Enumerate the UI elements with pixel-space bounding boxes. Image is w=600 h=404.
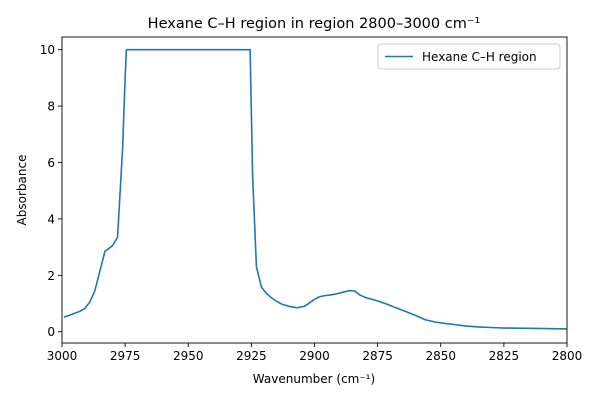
y-tick-label: 4	[47, 212, 55, 226]
chart-title: Hexane C–H region in region 2800–3000 cm…	[148, 16, 481, 32]
y-tick-label: 0	[47, 325, 55, 339]
y-axis-label: Absorbance	[15, 155, 29, 226]
x-tick-label: 2850	[425, 349, 456, 363]
y-tick-label: 8	[47, 100, 55, 114]
legend-label: Hexane C–H region	[422, 50, 537, 64]
x-tick-label: 2950	[173, 349, 204, 363]
x-tick-label: 2875	[362, 349, 393, 363]
y-tick-label: 6	[47, 156, 55, 170]
x-tick-label: 2900	[299, 349, 330, 363]
x-tick-label: 2825	[489, 349, 520, 363]
series-line	[63, 48, 567, 330]
y-tick-label: 2	[47, 269, 55, 283]
x-tick-label: 3000	[47, 349, 78, 363]
x-tick-label: 2975	[110, 349, 141, 363]
legend-box	[377, 43, 561, 70]
y-tick-label: 10	[40, 43, 55, 57]
x-tick-label: 2800	[552, 349, 583, 363]
legend: Hexane C–H region	[377, 43, 561, 70]
x-tick-label: 2925	[236, 349, 267, 363]
x-axis-label: Wavenumber (cm⁻¹)	[253, 372, 375, 386]
plot-area: 3000 2975 2950 2925 2900 2875 2850 2825 2800 0 2 4 6…	[40, 36, 583, 363]
